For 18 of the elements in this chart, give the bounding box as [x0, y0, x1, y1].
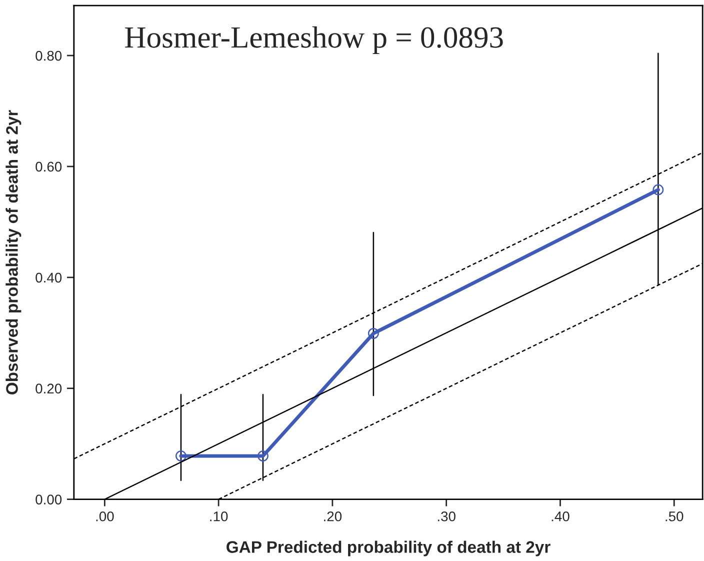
y-axis-title: Observed probability of death at 2yr: [6, 110, 22, 394]
y-tick-label: 0.80: [36, 50, 62, 61]
x-tick-label: .50: [666, 511, 684, 522]
x-tick-label: .40: [552, 511, 570, 522]
x-axis-title: GAP Predicted probability of death at 2yr: [226, 540, 550, 556]
point: [175, 450, 186, 462]
point: [368, 328, 379, 339]
annotation: Hosmer-Lemeshow p = 0.0893: [125, 26, 503, 54]
x-tick-label: .20: [324, 511, 342, 522]
y-tick-label: 0.00: [36, 494, 62, 504]
point: [652, 184, 664, 196]
y-tick-label: 0.60: [36, 162, 62, 172]
x-tick-label: .10: [210, 511, 228, 522]
y-tick-label: 0.40: [36, 272, 62, 283]
x-tick-label: .00: [96, 511, 114, 522]
x-tick-label: .30: [438, 511, 456, 522]
y-tick-label: 0.20: [36, 384, 62, 394]
point: [257, 450, 268, 462]
